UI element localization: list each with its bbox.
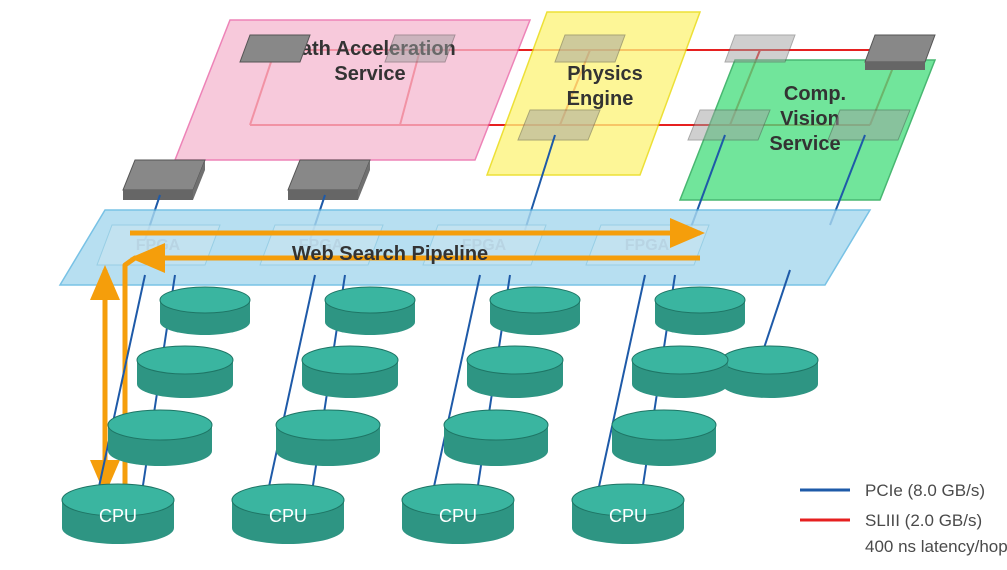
cpu-cylinder — [490, 287, 580, 335]
cpu-cylinder — [612, 410, 716, 466]
cpu-cylinder — [467, 346, 563, 398]
cpu-cylinder — [108, 410, 212, 466]
physics-label-2: Engine — [567, 88, 634, 110]
cpu-cylinder — [302, 346, 398, 398]
upper-node — [725, 35, 795, 62]
cpu-cylinder — [655, 287, 745, 335]
legend: PCIe (8.0 GB/s) SLIII (2.0 GB/s) 400 ns … — [800, 481, 1007, 556]
cpu-cylinder — [325, 287, 415, 335]
legend-pcie-text: PCIe (8.0 GB/s) — [865, 481, 985, 500]
svg-text:FPGA: FPGA — [136, 237, 181, 254]
cpu-cylinder: CPU — [572, 484, 684, 544]
upper-node — [865, 35, 935, 70]
upper-node — [385, 35, 455, 62]
svg-text:CPU: CPU — [609, 506, 647, 526]
svg-text:CPU: CPU — [439, 506, 477, 526]
legend-latency-text: 400 ns latency/hop — [865, 537, 1007, 556]
cpu-cylinder — [276, 410, 380, 466]
cpu-cylinder: CPU — [62, 484, 174, 544]
legend-sliii-text: SLIII (2.0 GB/s) — [865, 511, 982, 530]
upper-node — [828, 110, 910, 140]
upper-node — [688, 110, 770, 140]
cpu-cylinder — [632, 346, 728, 398]
upper-node — [555, 35, 625, 62]
cpu-cylinder — [444, 410, 548, 466]
upper-node — [288, 160, 370, 200]
cpu-stacks: CPU CPU CPU CPU — [62, 287, 818, 544]
svg-text:FPGA: FPGA — [625, 237, 670, 254]
upper-node — [123, 160, 205, 200]
cpu-cylinder — [722, 346, 818, 398]
math-service-plane: Math Acceleration Service — [175, 20, 530, 160]
physics-label-1: Physics — [567, 63, 643, 85]
web-search-label: Web Search Pipeline — [292, 243, 488, 265]
upper-node — [240, 35, 310, 62]
cpu-cylinder: CPU — [232, 484, 344, 544]
vision-label-2: Vision — [780, 108, 840, 130]
cpu-cylinder — [137, 346, 233, 398]
svg-text:CPU: CPU — [269, 506, 307, 526]
cpu-cylinder — [160, 287, 250, 335]
upper-node — [518, 110, 600, 140]
vision-label-1: Comp. — [784, 83, 846, 105]
svg-text:CPU: CPU — [99, 506, 137, 526]
math-label-2: Service — [334, 63, 405, 85]
cpu-cylinder: CPU — [402, 484, 514, 544]
